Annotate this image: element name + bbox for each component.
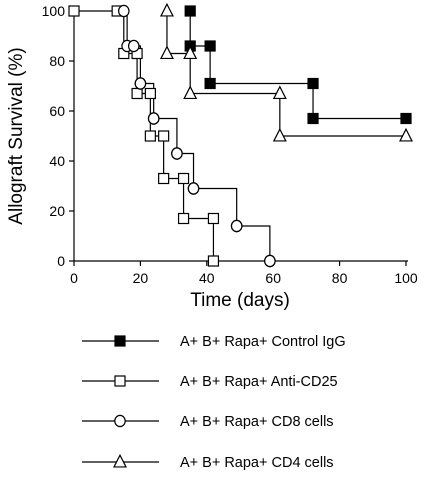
data-point bbox=[159, 45, 174, 60]
series-line-3 bbox=[166, 11, 406, 137]
legend-marker bbox=[113, 453, 127, 468]
data-point bbox=[68, 5, 80, 17]
data-point bbox=[207, 255, 220, 267]
data-point bbox=[183, 45, 198, 60]
legend: A+ B+ Rapa+ Control IgG A+ B+ Rapa+ Anti-… bbox=[82, 334, 346, 471]
x-axis-title: Time (days) bbox=[190, 290, 290, 311]
data-point bbox=[187, 182, 200, 195]
data-point bbox=[272, 127, 287, 142]
data-point bbox=[159, 2, 174, 17]
x-tick-label: 40 bbox=[199, 270, 215, 286]
data-point bbox=[272, 85, 287, 100]
x-tick-label: 0 bbox=[70, 270, 78, 286]
y-tick-label: 80 bbox=[49, 53, 65, 69]
tick-labels: 0 20 40 60 80 100 0 20 40 60 80 100 bbox=[42, 3, 418, 286]
legend-marker bbox=[114, 414, 126, 428]
series-line-0 bbox=[189, 11, 406, 120]
data-point bbox=[204, 77, 216, 90]
data-point bbox=[207, 212, 220, 225]
data-point bbox=[171, 147, 183, 160]
legend-marker bbox=[114, 375, 126, 387]
data-point bbox=[177, 212, 190, 225]
legend-label: A+ B+ Rapa+ Anti-CD25 bbox=[180, 374, 338, 390]
y-tick-label: 0 bbox=[57, 253, 65, 269]
data-point bbox=[307, 77, 319, 90]
x-tick-label: 80 bbox=[332, 270, 348, 286]
legend-label: A+ B+ Rapa+ Control IgG bbox=[180, 334, 346, 350]
y-tick-label: 20 bbox=[49, 203, 65, 219]
data-point bbox=[184, 5, 196, 17]
x-tick-label: 60 bbox=[265, 270, 281, 286]
data-point bbox=[147, 112, 160, 125]
data-point bbox=[230, 219, 243, 233]
data-point bbox=[264, 254, 276, 268]
data-point bbox=[158, 130, 170, 142]
chart-marks bbox=[68, 2, 413, 268]
data-point bbox=[400, 112, 412, 125]
data-point bbox=[118, 4, 130, 18]
data-point bbox=[131, 87, 143, 100]
data-point bbox=[177, 172, 190, 185]
y-tick-label: 40 bbox=[49, 153, 65, 169]
y-tick-label: 100 bbox=[42, 3, 66, 19]
data-point bbox=[158, 172, 170, 185]
data-point bbox=[307, 112, 319, 125]
data-point bbox=[127, 39, 140, 53]
y-tick-label: 60 bbox=[49, 103, 65, 119]
legend-label: A+ B+ Rapa+ CD8 cells bbox=[180, 414, 334, 430]
data-point bbox=[183, 85, 198, 100]
y-axis-title: Allograft Survival (%) bbox=[6, 47, 27, 224]
x-tick-label: 100 bbox=[394, 270, 418, 286]
x-tick-label: 20 bbox=[133, 270, 149, 286]
data-point bbox=[144, 87, 156, 100]
data-point bbox=[204, 40, 216, 52]
legend-label: A+ B+ Rapa+ CD4 cells bbox=[180, 455, 334, 471]
data-point bbox=[399, 127, 413, 142]
data-point bbox=[144, 130, 156, 142]
legend-marker bbox=[114, 335, 126, 347]
data-point bbox=[134, 77, 147, 90]
